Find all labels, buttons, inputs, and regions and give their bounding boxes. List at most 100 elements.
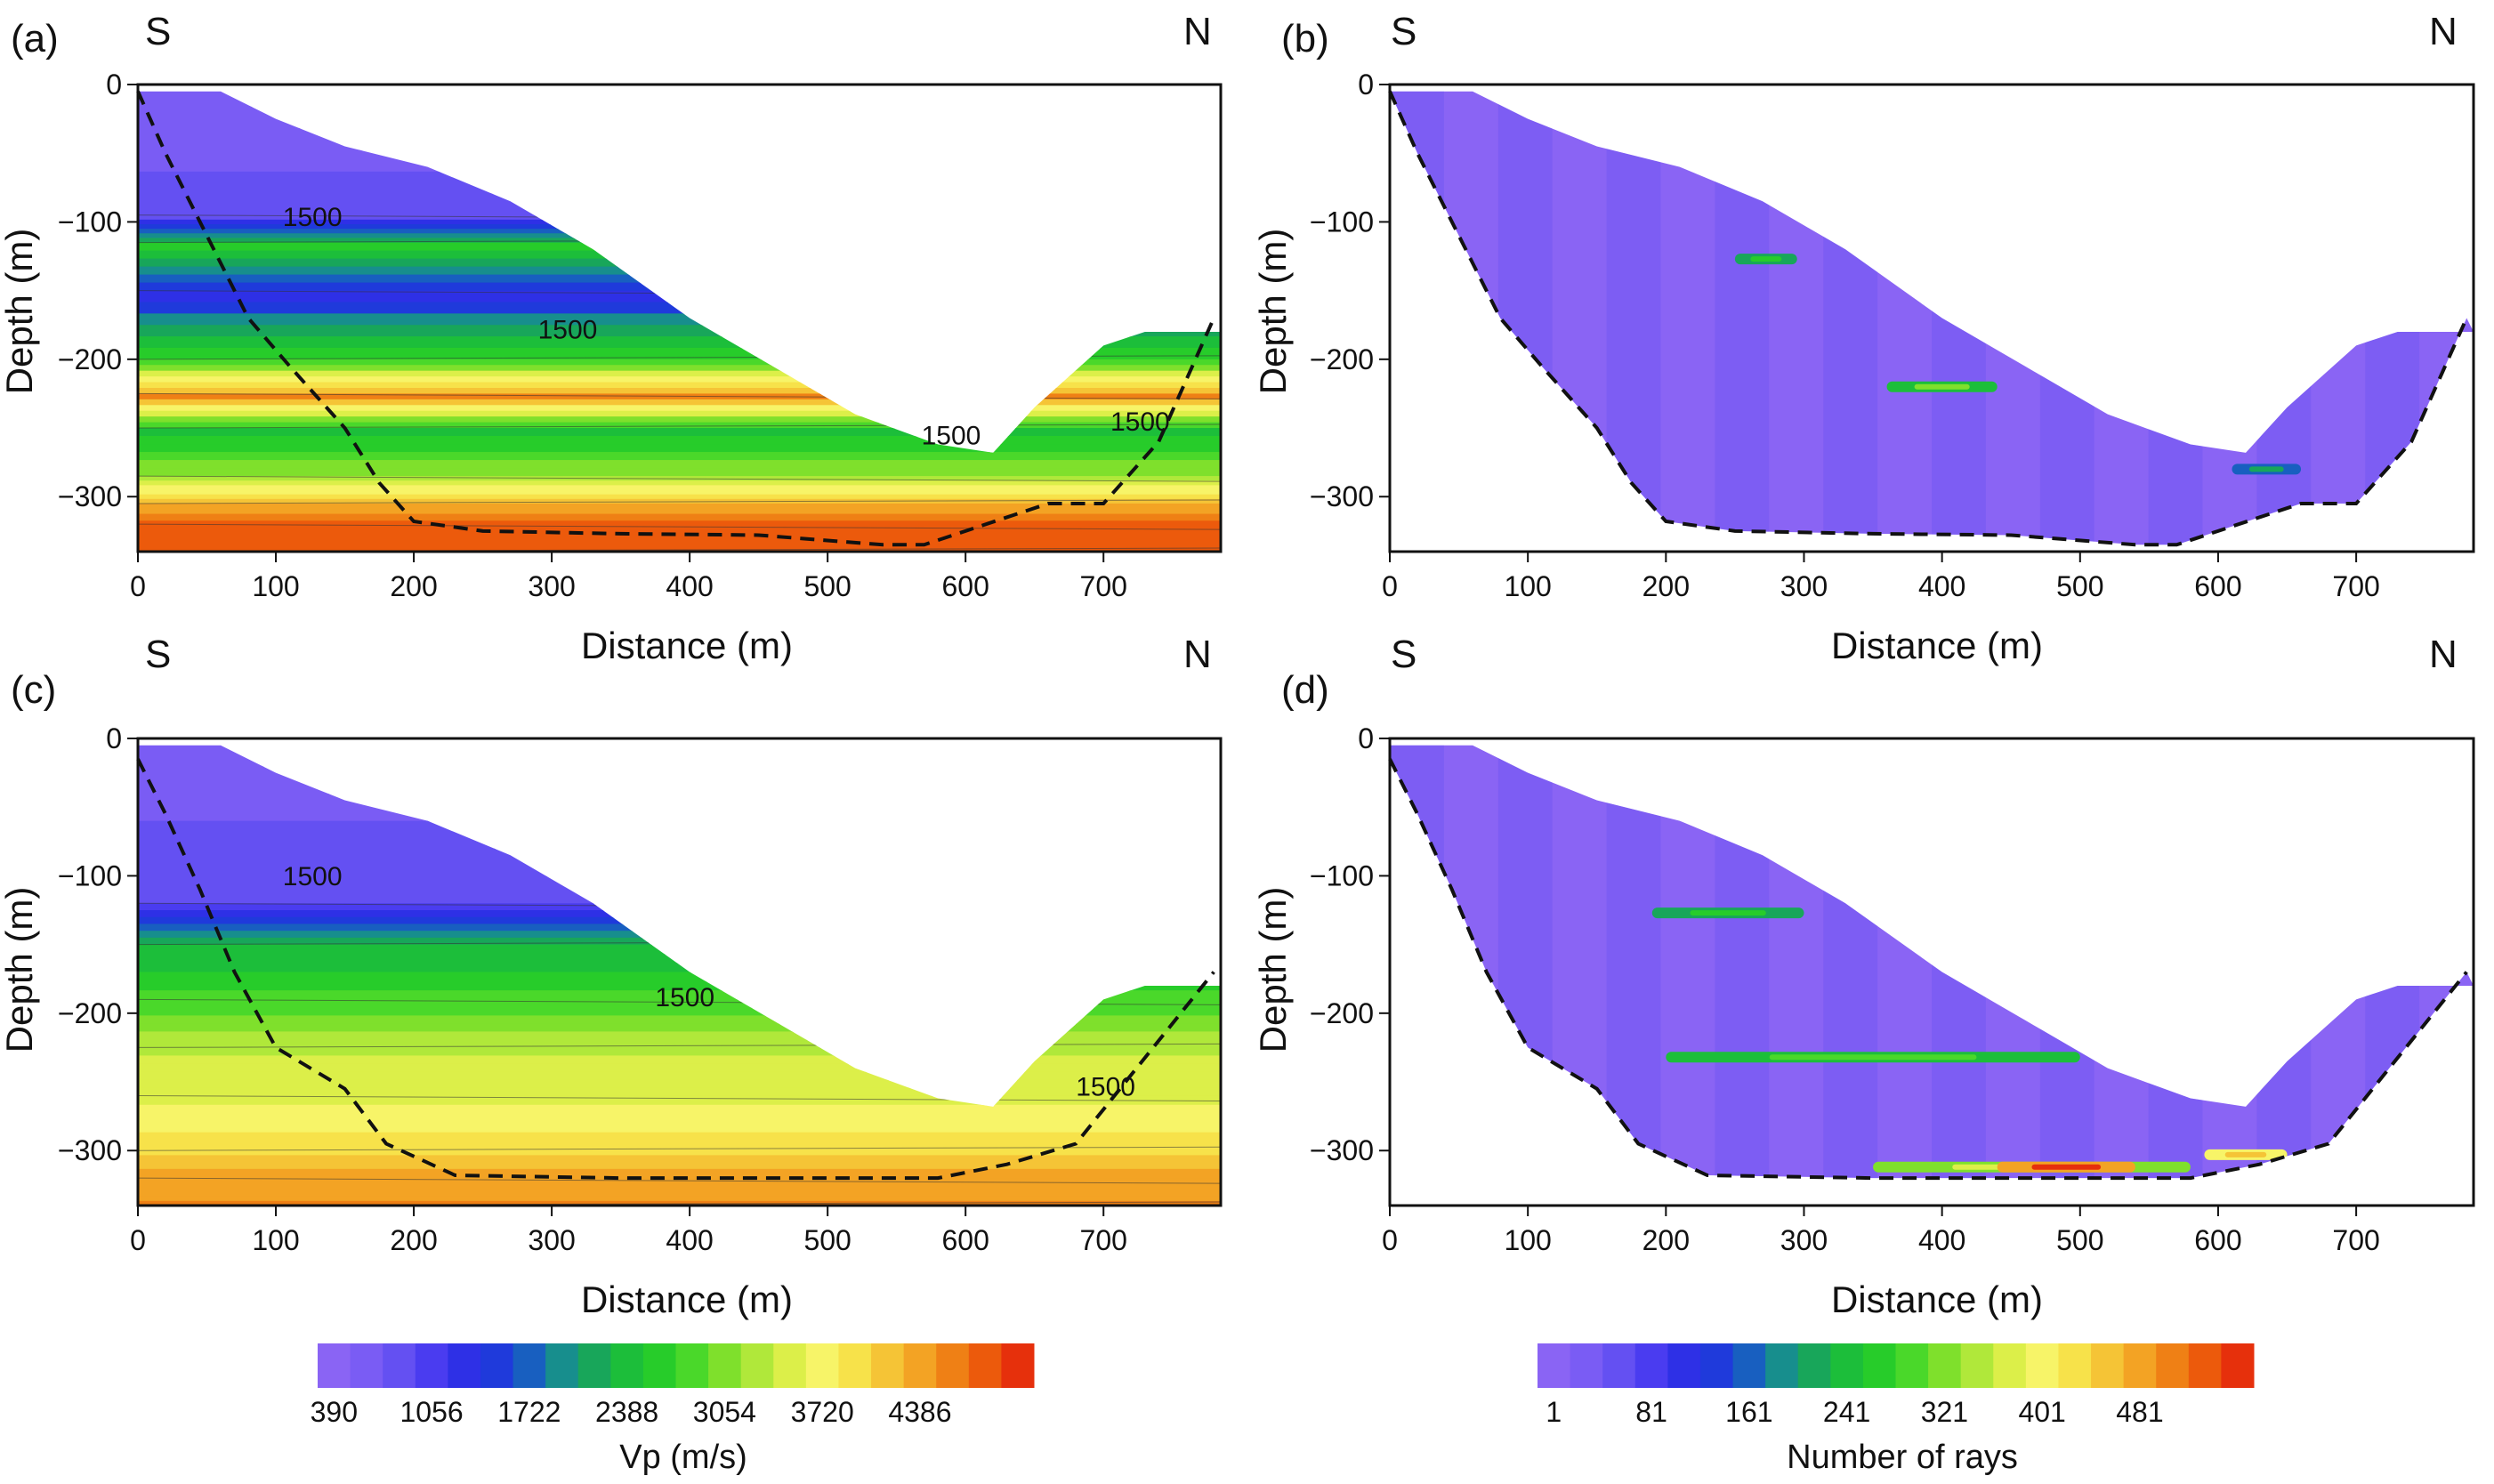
ray-coverage-shade [1390, 91, 1444, 545]
panel-d-field [1390, 745, 2474, 1179]
colorbar-tick-label: 161 [1725, 1396, 1772, 1428]
colorbar-swatch [1862, 1343, 1896, 1388]
panel-d: (d) S N Distance (m) Depth (m) 0 100 200 30… [1252, 633, 2475, 1320]
colorbar-swatch [2091, 1343, 2125, 1388]
colorbar-swatch [1538, 1343, 1571, 1388]
velocity-band [138, 953, 1221, 964]
velocity-band [138, 258, 1221, 268]
velocity-band [138, 444, 1221, 454]
colorbar-swatch [838, 1343, 872, 1388]
colorbar-swatch [2156, 1343, 2190, 1388]
ray-coverage-shade [1497, 745, 1553, 1179]
panel-d-plot: 0 100 200 300 400 500 600 700 0 −100 −200 −300 [1310, 722, 2475, 1256]
colorbar-swatch [1960, 1343, 1994, 1388]
ray-coverage-shade [1606, 745, 1661, 1179]
panel-d-ylabel: Depth (m) [1252, 887, 1294, 1053]
x-tick-label: 600 [2194, 570, 2241, 602]
y-tick-label: 0 [106, 722, 122, 754]
x-tick-label: 0 [1382, 570, 1398, 602]
x-tick-label: 400 [666, 570, 713, 602]
colorbar-swatch [1667, 1343, 1701, 1388]
velocity-band [138, 436, 1221, 446]
velocity-band [138, 1132, 1221, 1142]
velocity-band [138, 980, 1221, 992]
y-tick-label: −300 [1310, 480, 1374, 512]
x-tick-label: 700 [1080, 570, 1127, 602]
velocity-band [138, 452, 1221, 462]
colorbar-swatch [740, 1343, 774, 1388]
ray-coverage-shade [1715, 745, 1770, 1179]
panel-a-xlabel: Distance (m) [581, 625, 793, 666]
velocity-band [138, 923, 1221, 932]
colorbar-swatch [1570, 1343, 1603, 1388]
velocity-band [138, 513, 1221, 519]
y-tick-label: 0 [1358, 722, 1374, 754]
panel-c-bedrock-boundary [136, 758, 1215, 1181]
velocity-band [138, 910, 1221, 918]
velocity-band [138, 149, 1221, 173]
x-tick-label: 700 [1080, 1224, 1127, 1256]
y-tick-label: −100 [58, 206, 122, 238]
colorbar-tick-label: 1056 [400, 1396, 463, 1428]
velocity-band [138, 517, 1221, 522]
colorbar-tick-label: 401 [2018, 1396, 2065, 1428]
velocity-band [138, 1173, 1221, 1180]
velocity-band [138, 528, 1221, 535]
velocity-band [138, 428, 1221, 438]
velocity-band [138, 1200, 1221, 1206]
y-tick-label: −200 [58, 343, 122, 375]
contour-line [138, 1146, 1221, 1151]
ray-coverage-shade [2256, 745, 2312, 1179]
colorbar-swatch [513, 1343, 546, 1388]
velocity-band [138, 520, 1221, 526]
panel-d-frame [1388, 737, 2475, 1207]
contour-label: 1500 [1076, 1072, 1135, 1101]
velocity-band [138, 480, 1221, 487]
ray-coverage-shade [2148, 91, 2203, 545]
ray-coverage-shade [1497, 91, 1553, 545]
velocity-band [138, 1141, 1221, 1152]
panel-d-bedrock-boundary [1388, 758, 2468, 1181]
velocity-band [138, 1063, 1221, 1073]
velocity-band [138, 1095, 1221, 1106]
colorbar-swatch [350, 1343, 383, 1388]
x-tick-label: 400 [1918, 1224, 1965, 1256]
velocity-band [138, 460, 1221, 470]
colorbar-swatch [871, 1343, 905, 1388]
y-tick-label: −200 [58, 997, 122, 1029]
x-tick-label: 600 [2194, 1224, 2241, 1256]
colorbar-swatch [480, 1343, 514, 1388]
colorbar-swatch [1895, 1343, 1929, 1388]
velocity-band [138, 489, 1221, 496]
velocity-band [138, 387, 1221, 395]
x-tick-label: 200 [390, 1224, 437, 1256]
colorbar-swatch [1993, 1343, 2027, 1388]
velocity-band [138, 510, 1221, 515]
colorbar-swatch [448, 1343, 481, 1388]
panel-d-south-label: S [1391, 633, 1416, 676]
velocity-band [138, 359, 1221, 367]
velocity-band [138, 963, 1221, 973]
velocity-band [138, 503, 1221, 508]
x-tick-label: 300 [528, 570, 575, 602]
x-tick-label: 200 [390, 570, 437, 602]
contour-line [138, 523, 1221, 530]
x-tick-label: 700 [2332, 1224, 2379, 1256]
colorbar-swatch [577, 1343, 611, 1388]
velocity-band [138, 1159, 1221, 1165]
velocity-band [138, 931, 1221, 939]
contour-label: 1500 [283, 203, 343, 232]
panel-c-north-label: N [1183, 633, 1212, 676]
velocity-band [138, 106, 1221, 129]
ray-streak-core [2031, 1164, 2102, 1170]
x-tick-label: 300 [1780, 570, 1828, 602]
velocity-band [138, 1071, 1221, 1081]
contour-line [138, 499, 1221, 504]
contour-label: 1500 [283, 862, 343, 891]
velocity-band [138, 399, 1221, 407]
velocity-band [138, 506, 1221, 512]
ray-coverage-shade [1606, 91, 1661, 545]
velocity-band [138, 91, 1221, 108]
velocity-band [138, 1182, 1221, 1189]
velocity-band [138, 1015, 1221, 1025]
